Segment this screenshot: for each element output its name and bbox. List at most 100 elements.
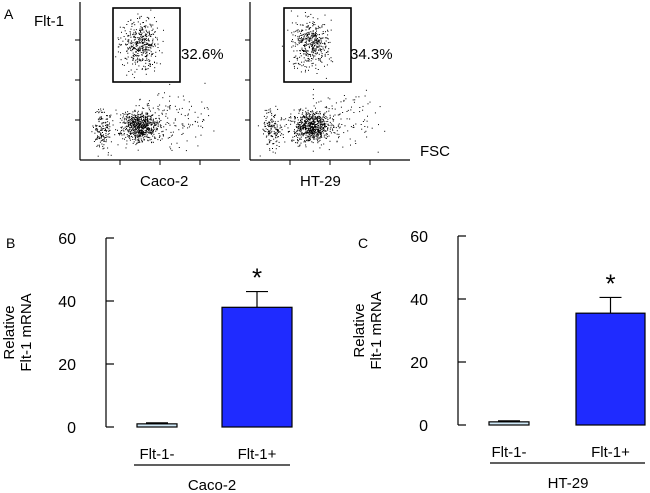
event-dot (147, 121, 149, 123)
event-dot (318, 41, 320, 43)
event-dot (139, 126, 141, 128)
event-dot (144, 35, 146, 37)
event-dot (313, 48, 315, 50)
event-dot (151, 129, 152, 131)
event-dot (303, 133, 305, 135)
event-dot (291, 46, 293, 48)
event-dot (378, 124, 379, 126)
event-dot (132, 121, 134, 123)
event-dot (187, 127, 189, 129)
event-dot (132, 119, 134, 121)
event-dot (142, 126, 144, 128)
event-dot (141, 29, 143, 31)
event-dot (312, 58, 314, 60)
event-dot (136, 42, 138, 44)
event-dot (105, 134, 107, 136)
event-dot (141, 132, 143, 134)
event-dot (162, 40, 164, 42)
event-dot (165, 129, 167, 131)
event-dot (154, 70, 155, 72)
event-dot (265, 117, 267, 119)
event-dot (162, 110, 164, 112)
event-dot (117, 129, 118, 131)
event-dot (138, 39, 140, 41)
event-dot (314, 113, 316, 115)
event-dot (105, 137, 107, 138)
event-dot (275, 148, 277, 150)
event-dot (319, 48, 321, 50)
event-dot (128, 48, 130, 50)
event-dot (317, 117, 319, 118)
event-dot (321, 25, 323, 27)
event-dot (309, 122, 311, 124)
event-dot (135, 45, 137, 47)
event-dot (181, 107, 183, 109)
event-dot (303, 127, 305, 129)
event-dot (301, 41, 303, 43)
event-dot (142, 122, 144, 124)
event-dot (126, 120, 128, 122)
event-dot (134, 71, 136, 73)
event-dot (140, 132, 142, 134)
event-dot (105, 127, 107, 129)
event-dot (305, 111, 307, 113)
event-dot (317, 127, 319, 129)
event-dot (319, 130, 321, 132)
event-dot (136, 124, 137, 126)
event-dot (318, 124, 320, 126)
event-dot (134, 118, 136, 120)
event-dot (122, 122, 124, 124)
event-dot (127, 111, 129, 113)
event-dot (97, 144, 99, 146)
event-dot (98, 125, 100, 127)
event-dot (142, 124, 144, 126)
event-dot (105, 128, 106, 130)
event-dot (146, 136, 148, 138)
event-dot (131, 123, 133, 124)
event-dot (315, 27, 317, 29)
event-dot (299, 24, 301, 26)
event-dot (181, 134, 183, 135)
event-dot (308, 66, 310, 68)
event-dot (311, 42, 313, 44)
event-dot (317, 121, 319, 123)
event-dot (295, 132, 297, 134)
event-dot (151, 53, 152, 55)
event-dot (329, 98, 331, 100)
event-dot (311, 133, 313, 135)
event-dot (319, 126, 321, 128)
event-dot (203, 119, 205, 121)
event-dot (297, 139, 298, 141)
event-dot (270, 135, 272, 137)
event-dot (301, 65, 303, 67)
event-dot (342, 146, 344, 148)
event-dot (130, 46, 132, 48)
event-dot (155, 21, 157, 23)
event-dot (106, 126, 108, 128)
event-dot (126, 143, 128, 145)
event-dot (257, 125, 259, 127)
event-dot (308, 118, 310, 119)
event-dot (152, 118, 154, 120)
event-dot (326, 37, 328, 39)
event-dot (106, 115, 107, 117)
event-dot (320, 134, 322, 136)
event-dot (273, 125, 275, 127)
event-dot (165, 123, 167, 125)
event-dot (312, 123, 314, 125)
event-dot (152, 41, 154, 43)
event-dot (132, 142, 134, 144)
event-dot (139, 23, 141, 25)
category-label: Flt-1+ (238, 446, 277, 463)
event-dot (137, 60, 139, 62)
event-dot (135, 29, 137, 31)
event-dot (303, 127, 304, 129)
event-dot (136, 142, 138, 144)
event-dot (132, 132, 134, 134)
event-dot (141, 42, 143, 44)
event-dot (310, 31, 312, 33)
event-dot (144, 41, 146, 43)
event-dot (148, 129, 150, 131)
event-dot (323, 33, 325, 34)
event-dot (311, 43, 313, 45)
